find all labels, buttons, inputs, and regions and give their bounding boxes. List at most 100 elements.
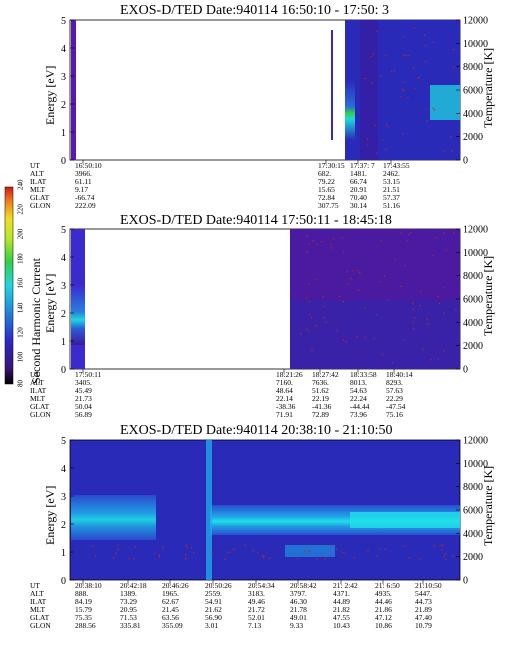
- ephemeris-value: 2462.: [383, 169, 400, 178]
- temperature-point: [437, 295, 439, 298]
- panel-2-ylabel: Energy [eV]: [43, 274, 57, 333]
- ephemeris-value: 22.24: [350, 394, 367, 403]
- ephemeris-value: 18:33:58: [350, 370, 377, 379]
- colorbar-tick-label: 120: [17, 327, 25, 338]
- temperature-point: [257, 551, 259, 553]
- temperature-point: [341, 236, 343, 239]
- temperature-point: [134, 546, 137, 548]
- ephemeris-value: 9.17: [75, 185, 88, 194]
- colorbar-tick-label: 100: [17, 351, 25, 362]
- ephemeris-value: 335.81: [120, 621, 141, 630]
- colorbar-ticks: 80 100 120 140 160 180 200 220 240: [17, 179, 25, 387]
- ephemeris-value: 51.62: [312, 386, 329, 395]
- temperature-point: [133, 558, 135, 560]
- temperature-point: [211, 552, 213, 554]
- temperature-point: [262, 556, 265, 559]
- ephemeris-label: GLAT: [30, 193, 50, 202]
- temperature-point: [229, 551, 231, 553]
- colorbar-label: Second Harmonic Current: [29, 257, 43, 384]
- ephemeris-value: 8293.: [386, 378, 403, 387]
- y-tick-label: 2: [61, 309, 66, 320]
- temperature-point: [432, 107, 434, 109]
- ephemeris-value: 17:43:55: [383, 161, 410, 170]
- temperature-point: [387, 299, 389, 302]
- temperature-point: [438, 302, 441, 305]
- temperature-point: [403, 81, 405, 83]
- temperature-point: [403, 339, 405, 341]
- ephemeris-value: 7.13: [248, 621, 261, 630]
- y2-tick-label: 8000: [463, 482, 483, 493]
- ephemeris-value: 18:21:26: [276, 370, 303, 379]
- temperature-point: [430, 359, 432, 361]
- ephemeris-label: GLAT: [30, 613, 50, 622]
- ephemeris-label: UT: [30, 581, 40, 590]
- temperature-point: [385, 55, 387, 57]
- temperature-point: [117, 548, 119, 551]
- temperature-point: [443, 312, 445, 314]
- ephemeris-value: 1481.: [350, 169, 367, 178]
- temperature-point: [359, 271, 361, 274]
- y2-tick-label: 2000: [463, 552, 483, 563]
- ephemeris-value: 8013.: [350, 378, 367, 387]
- colorbar-tick-label: 140: [17, 302, 25, 313]
- ephemeris-value: 10.79: [415, 621, 432, 630]
- panel-1: EXOS-D/TED Date:940114 16:50:10 - 17:50:…: [30, 3, 495, 210]
- temperature-point: [184, 558, 187, 560]
- ephemeris-value: 307.75: [318, 201, 339, 210]
- ephemeris-value: 21.73: [75, 394, 92, 403]
- temperature-point: [343, 251, 345, 253]
- temperature-point: [184, 554, 187, 556]
- temperature-point: [344, 552, 346, 555]
- ephemeris-value: 50.04: [75, 402, 92, 411]
- temperature-point: [400, 285, 403, 288]
- panel-3-data-band-core: [350, 512, 460, 528]
- ephemeris-value: 15.65: [318, 185, 335, 194]
- y-tick-label: 2: [61, 520, 66, 531]
- temperature-point: [425, 44, 427, 47]
- temperature-point: [303, 550, 306, 553]
- ephemeris-value: -41.36: [312, 402, 332, 411]
- ephemeris-label: ILAT: [30, 177, 47, 186]
- panel-1-data-strip-start: [71, 20, 76, 160]
- ephemeris-label: ILAT: [30, 597, 47, 606]
- temperature-point: [408, 54, 410, 57]
- ephemeris-value: 1965.: [162, 589, 179, 598]
- temperature-point: [452, 48, 455, 51]
- temperature-point: [308, 243, 310, 245]
- panel-1-title: EXOS-D/TED Date:940114 16:50:10 - 17:50:…: [120, 3, 389, 18]
- ephemeris-value: 57.37: [383, 193, 400, 202]
- ephemeris-value: 46.30: [290, 597, 307, 606]
- ephemeris-value: 18:40:14: [386, 370, 413, 379]
- temperature-point: [404, 264, 406, 267]
- ephemeris-label: ILAT: [30, 386, 47, 395]
- temperature-point: [330, 243, 332, 245]
- temperature-point: [357, 270, 359, 272]
- ephemeris-value: 22.19: [312, 394, 329, 403]
- ephemeris-value: 71.53: [120, 613, 137, 622]
- ephemeris-value: 45.49: [75, 386, 92, 395]
- y2-tick-label: 2000: [463, 341, 483, 352]
- ephemeris-value: 66.74: [350, 177, 367, 186]
- ephemeris-value: 3797.: [290, 589, 307, 598]
- panel-1-ylabel: Energy [eV]: [43, 66, 57, 125]
- ephemeris-value: 3405.: [75, 378, 92, 387]
- temperature-point: [308, 550, 311, 553]
- temperature-point: [437, 358, 439, 360]
- colorbar-tick-label: 220: [17, 204, 25, 215]
- ephemeris-value: 20:38:10: [75, 581, 102, 590]
- temperature-point: [412, 67, 415, 69]
- temperature-point: [445, 249, 448, 252]
- ephemeris-value: 21.86: [375, 605, 392, 614]
- temperature-point: [402, 54, 405, 56]
- temperature-point: [307, 330, 310, 332]
- panel-1-data-band-2: [430, 85, 460, 120]
- y-tick-label: 3: [61, 492, 66, 503]
- ephemeris-value: 56.90: [205, 613, 222, 622]
- temperature-point: [325, 321, 327, 324]
- ephemeris-value: 49.46: [248, 597, 265, 606]
- ephemeris-value: 5447.: [415, 589, 432, 598]
- temperature-point: [338, 295, 341, 297]
- temperature-point: [350, 277, 352, 280]
- ephemeris-value: 17:30:15: [318, 161, 345, 170]
